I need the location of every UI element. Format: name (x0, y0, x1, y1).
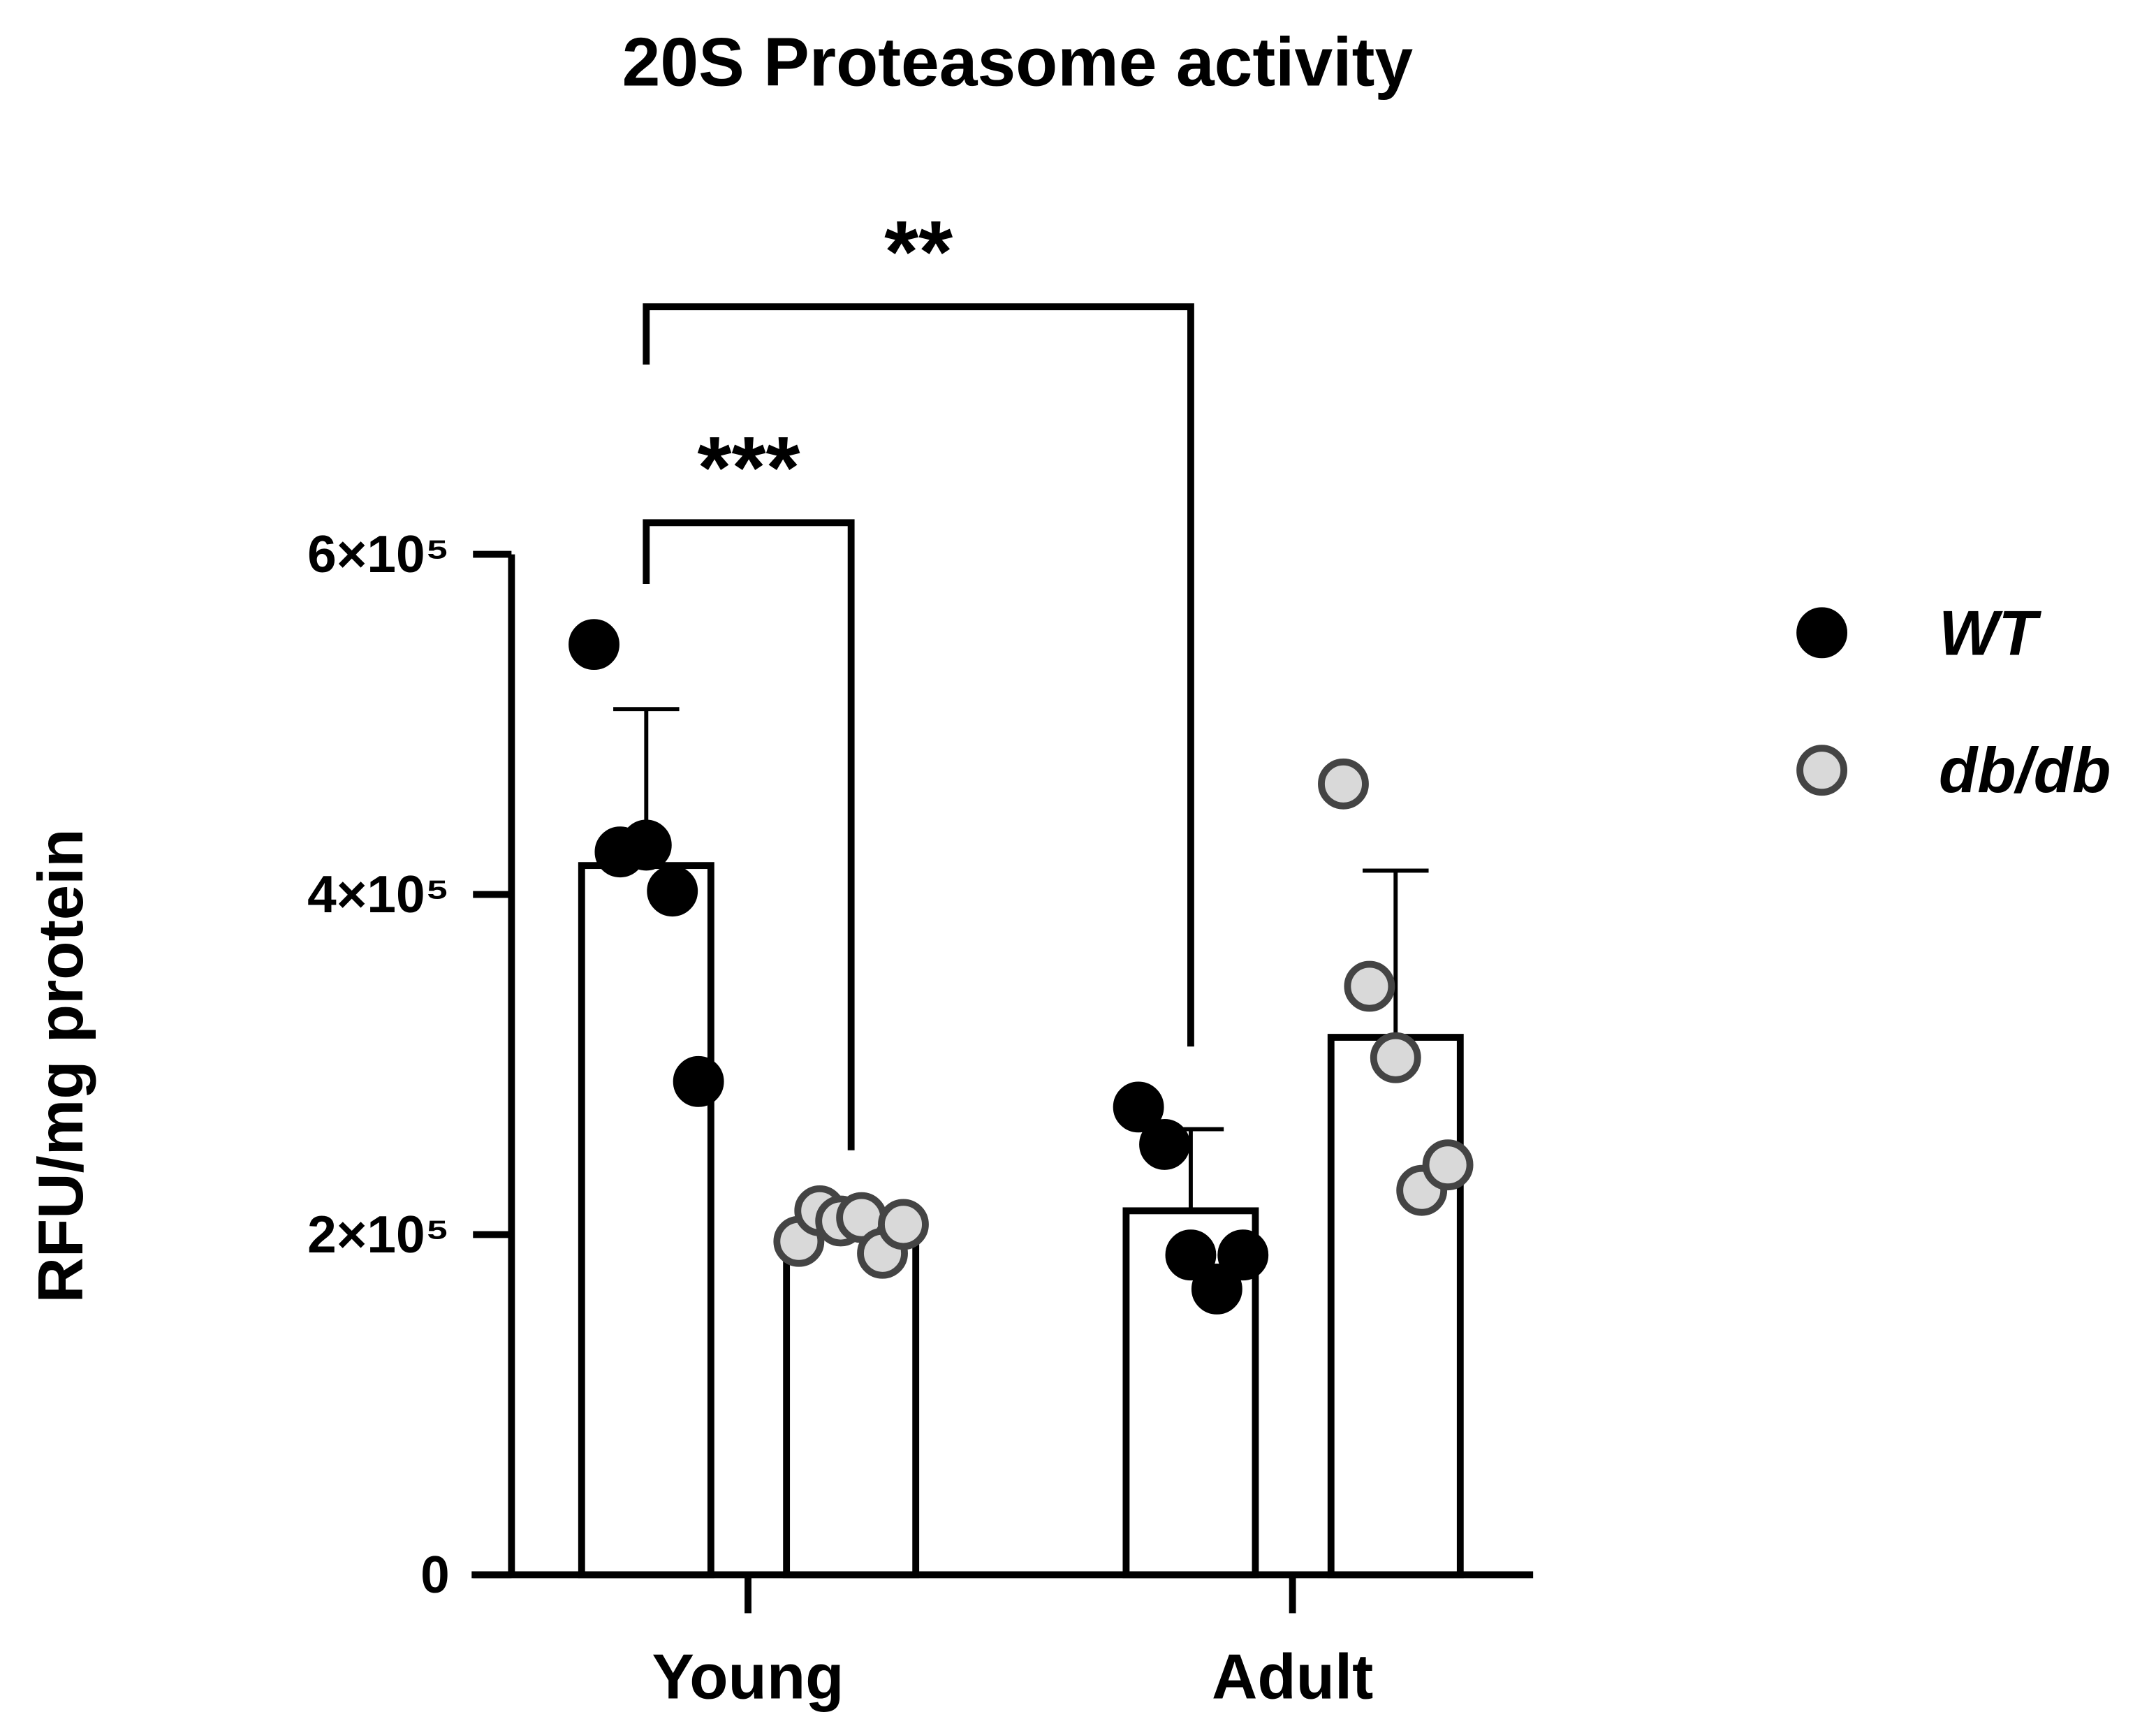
data-point (1113, 1081, 1164, 1133)
data-point (647, 865, 698, 917)
data-point (569, 619, 619, 671)
data-point (1217, 1229, 1269, 1281)
significance-bracket (643, 519, 855, 1150)
legend-label: WT (1939, 598, 2041, 668)
bar (1327, 1034, 1464, 1579)
y-tick-label: 6×10⁵ (307, 525, 450, 583)
bar (783, 1224, 920, 1579)
data-point (673, 1055, 724, 1107)
data-point (1318, 758, 1369, 810)
x-tick-label: Young (652, 1642, 844, 1713)
data-point (878, 1199, 929, 1250)
data-point (1165, 1229, 1217, 1281)
y-tick-label: 2×10⁵ (307, 1205, 450, 1264)
bar (578, 862, 714, 1579)
data-point (1422, 1139, 1474, 1191)
significance-bracket (643, 303, 1194, 1047)
chart-title: 20S Proteasome activity (622, 23, 1414, 100)
data-point (620, 819, 672, 871)
significance-label: *** (697, 418, 800, 517)
y-tick-label: 0 (420, 1545, 450, 1604)
y-axis-label: RFU/mg protein (26, 828, 96, 1303)
data-point (1370, 1032, 1421, 1083)
legend-label: db/db (1939, 736, 2111, 806)
data-point (1191, 1263, 1242, 1315)
data-point (1344, 960, 1395, 1012)
significance-label: ** (884, 203, 953, 301)
data-point (1139, 1119, 1190, 1170)
legend-marker (1796, 745, 1848, 796)
y-tick-label: 4×10⁵ (307, 865, 450, 923)
x-tick-label: Adult (1212, 1642, 1373, 1713)
legend-marker (1796, 607, 1848, 659)
